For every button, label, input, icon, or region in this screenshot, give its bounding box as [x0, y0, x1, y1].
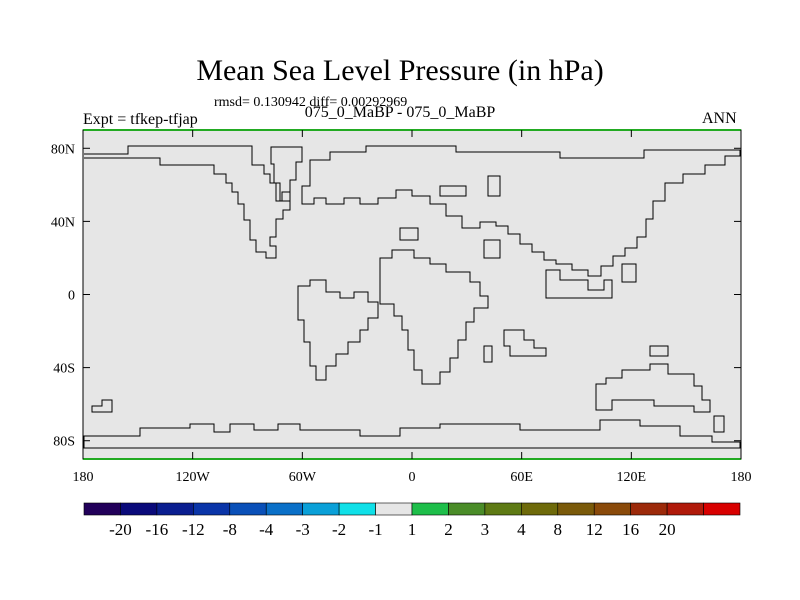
map-background	[83, 130, 741, 459]
coastline-iberia	[399, 227, 419, 241]
colorbar-label: -4	[259, 520, 274, 539]
coastline-india	[503, 329, 547, 357]
colorbar-label: -2	[332, 520, 346, 539]
colorbar-swatch	[338, 502, 376, 516]
colorbar-swatch	[193, 502, 231, 516]
colorbar-swatch	[521, 502, 559, 516]
coastline-southeast-asia	[545, 269, 613, 299]
colorbar-swatch	[666, 502, 704, 516]
colorbar-label: 3	[481, 520, 490, 539]
colorbar-swatch	[229, 502, 267, 516]
experiment-period-label: 075_0_MaBP - 075_0_MaBP	[304, 104, 496, 121]
colorbar-swatch	[448, 502, 486, 516]
colorbar-label: 16	[622, 520, 639, 539]
coastlines	[83, 145, 741, 449]
x-tick-label: 120E	[617, 470, 647, 485]
y-tick-label: 80N	[51, 142, 75, 157]
experiment-label: Expt = tfkep-tfjap	[83, 111, 198, 128]
colorbar-label: 12	[586, 520, 603, 539]
coastline-antarctica	[83, 419, 741, 449]
coastline-greenland	[270, 146, 303, 202]
colorbar-swatch	[265, 502, 303, 516]
coastline-new-zealand	[713, 415, 725, 433]
colorbar-swatch	[703, 502, 741, 516]
coastline-south-america	[297, 279, 379, 381]
colorbar-label: -3	[296, 520, 310, 539]
colorbar-swatch	[120, 502, 158, 516]
colorbar-label: 8	[554, 520, 563, 539]
coastline-north-america	[84, 145, 291, 259]
coastline-eurasia	[301, 145, 741, 277]
x-tick-label: 0	[409, 470, 416, 485]
colorbar-label: 2	[444, 520, 453, 539]
colorbar-label: -8	[223, 520, 237, 539]
colorbar-swatch	[156, 502, 194, 516]
season-label: ANN	[702, 110, 737, 127]
colorbar-swatch	[302, 502, 340, 516]
colorbar-swatch	[83, 502, 121, 516]
colorbar-label: 20	[659, 520, 676, 539]
colorbar-swatch	[411, 502, 449, 516]
coastline-arabia	[483, 239, 501, 259]
colorbar-swatch	[375, 502, 413, 516]
stats-label: rmsd= 0.130942 diff= 0.00292969	[214, 95, 408, 110]
coastline-caspian-sea	[487, 175, 501, 197]
colorbar-label: -20	[109, 520, 132, 539]
coastline-black-sea	[439, 185, 467, 197]
axis-ticks: 180 120W 60W 0 60E 120E 180 80N 40N 0 40S 80S	[51, 130, 752, 485]
colorbar-label: -16	[146, 520, 169, 539]
colorbar-swatch	[630, 502, 668, 516]
colorbar-label: 1	[408, 520, 417, 539]
coastline-antarctic-island-west	[91, 399, 113, 413]
coastline-australia	[595, 363, 711, 413]
x-tick-label: 120W	[176, 470, 211, 485]
coastline-new-guinea	[649, 345, 669, 357]
y-tick-label: 80S	[53, 435, 75, 450]
colorbar-swatch	[557, 502, 595, 516]
colorbar-swatch	[484, 502, 522, 516]
colorbar-swatch	[593, 502, 631, 516]
colorbar-label: -12	[182, 520, 205, 539]
x-tick-label: 180	[73, 470, 94, 485]
x-tick-label: 180	[731, 470, 752, 485]
colorbar-label: 4	[517, 520, 526, 539]
y-tick-label: 40N	[51, 215, 75, 230]
y-tick-label: 0	[68, 289, 75, 304]
y-tick-label: 40S	[53, 362, 75, 377]
x-tick-label: 60W	[289, 470, 317, 485]
colorbar: -20 -16 -12 -8 -4 -3 -2 -1 1 2 3 4 8 12 16 20	[83, 502, 741, 539]
colorbar-label: -1	[368, 520, 382, 539]
coastline-africa	[379, 249, 489, 385]
x-tick-label: 60E	[510, 470, 533, 485]
coastline-japan	[621, 263, 637, 283]
coastline-madagascar	[483, 345, 493, 363]
chart-title: Mean Sea Level Pressure (in hPa)	[196, 54, 604, 87]
